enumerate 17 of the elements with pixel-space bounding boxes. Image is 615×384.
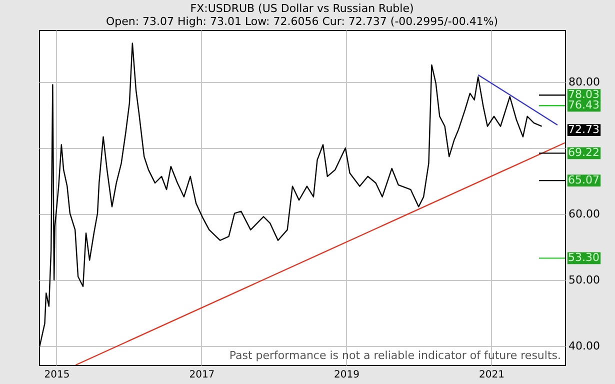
- y-tick-label: 80.00: [568, 76, 600, 89]
- x-tick-label: 2021: [478, 370, 504, 380]
- ref-line-label: 76.43: [568, 98, 600, 112]
- y-tick-label: 60.00: [568, 207, 600, 220]
- x-tick-label: 2017: [189, 370, 215, 380]
- annotation: Past performance is not a reliable indicator of future results.: [229, 349, 561, 362]
- y-tick-label: 40.00: [568, 339, 600, 352]
- ref-line-label: 53.30: [568, 251, 600, 264]
- chart-title: FX:USDRUB (US Dollar vs Russian Ruble): [190, 2, 414, 15]
- ref-line-label: 78.03: [568, 88, 600, 102]
- annotation: 72.73: [568, 123, 600, 136]
- ref-line-label: 69.22: [568, 146, 600, 160]
- y-tick-label: 50.00: [568, 273, 600, 286]
- chart-subtitle: Open: 73.07 High: 73.01 Low: 72.6056 Cur: 72.737 (-00.2995/-00.41%): [106, 15, 498, 28]
- x-tick-label: 2019: [334, 370, 360, 380]
- x-tick-label: 2015: [44, 370, 70, 380]
- ref-line-label: 65.07: [568, 174, 600, 187]
